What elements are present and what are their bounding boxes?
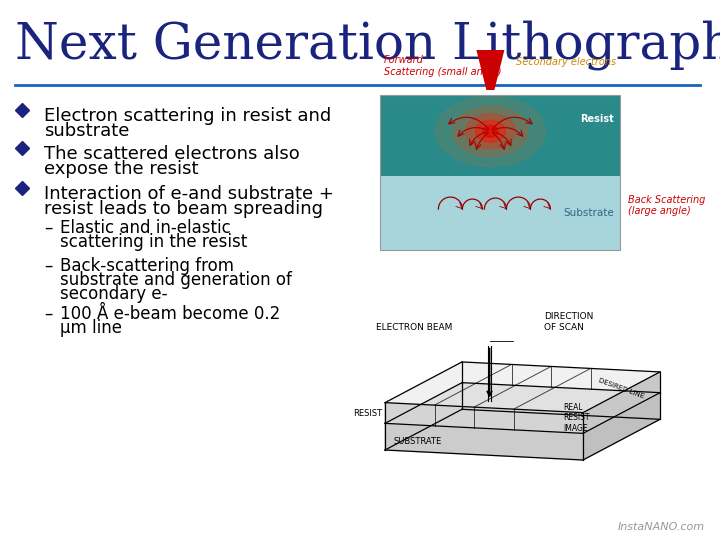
Text: ELECTRON BEAM: ELECTRON BEAM: [376, 322, 452, 332]
Text: Resist: Resist: [580, 114, 614, 124]
Polygon shape: [385, 423, 583, 460]
Text: Secondary electrons: Secondary electrons: [516, 57, 616, 67]
Polygon shape: [385, 403, 583, 434]
Text: substrate: substrate: [44, 122, 130, 140]
Polygon shape: [583, 372, 660, 434]
Ellipse shape: [475, 120, 505, 142]
Text: Back Scattering
(large angle): Back Scattering (large angle): [628, 194, 706, 216]
Text: Interaction of e-and substrate +: Interaction of e-and substrate +: [44, 185, 334, 203]
Text: –: –: [44, 257, 53, 275]
Text: –: –: [44, 219, 53, 237]
Text: SUBSTRATE: SUBSTRATE: [393, 437, 441, 446]
Text: μm line: μm line: [60, 319, 122, 337]
Text: scattering in the resist: scattering in the resist: [60, 233, 247, 251]
Ellipse shape: [465, 114, 516, 148]
Text: Back-scattering from: Back-scattering from: [60, 257, 234, 275]
Text: Substrate: Substrate: [563, 208, 614, 218]
Ellipse shape: [436, 96, 546, 166]
Bar: [380, 176, 620, 250]
Polygon shape: [583, 393, 660, 460]
Text: expose the resist: expose the resist: [44, 160, 199, 178]
Text: The scattered electrons also: The scattered electrons also: [44, 145, 300, 163]
Polygon shape: [385, 362, 660, 413]
Text: Next Generation Lithography: E-Beam: Next Generation Lithography: E-Beam: [15, 20, 720, 70]
Bar: [380, 95, 620, 250]
Ellipse shape: [483, 125, 498, 137]
Text: DIRECTION
OF SCAN: DIRECTION OF SCAN: [544, 312, 594, 332]
Text: substrate and generation of: substrate and generation of: [60, 271, 292, 289]
Polygon shape: [385, 383, 660, 434]
Ellipse shape: [453, 106, 528, 156]
Text: DESIRED LINE: DESIRED LINE: [598, 377, 645, 399]
Text: 100 Å e-beam become 0.2: 100 Å e-beam become 0.2: [60, 305, 280, 323]
Polygon shape: [477, 50, 505, 90]
Text: resist leads to beam spreading: resist leads to beam spreading: [44, 200, 323, 218]
Text: Elastic and in-elastic: Elastic and in-elastic: [60, 219, 230, 237]
Text: –: –: [44, 305, 53, 323]
Text: REAL
RESIST
IMAGE: REAL RESIST IMAGE: [563, 403, 590, 433]
Text: Electron scattering in resist and: Electron scattering in resist and: [44, 107, 331, 125]
Text: Forward
Scattering (small angle): Forward Scattering (small angle): [384, 55, 502, 77]
Text: secondary e-: secondary e-: [60, 285, 168, 303]
Text: InstaNANO.com: InstaNANO.com: [618, 522, 705, 532]
Text: RESIST: RESIST: [353, 408, 382, 417]
Bar: [380, 95, 620, 176]
